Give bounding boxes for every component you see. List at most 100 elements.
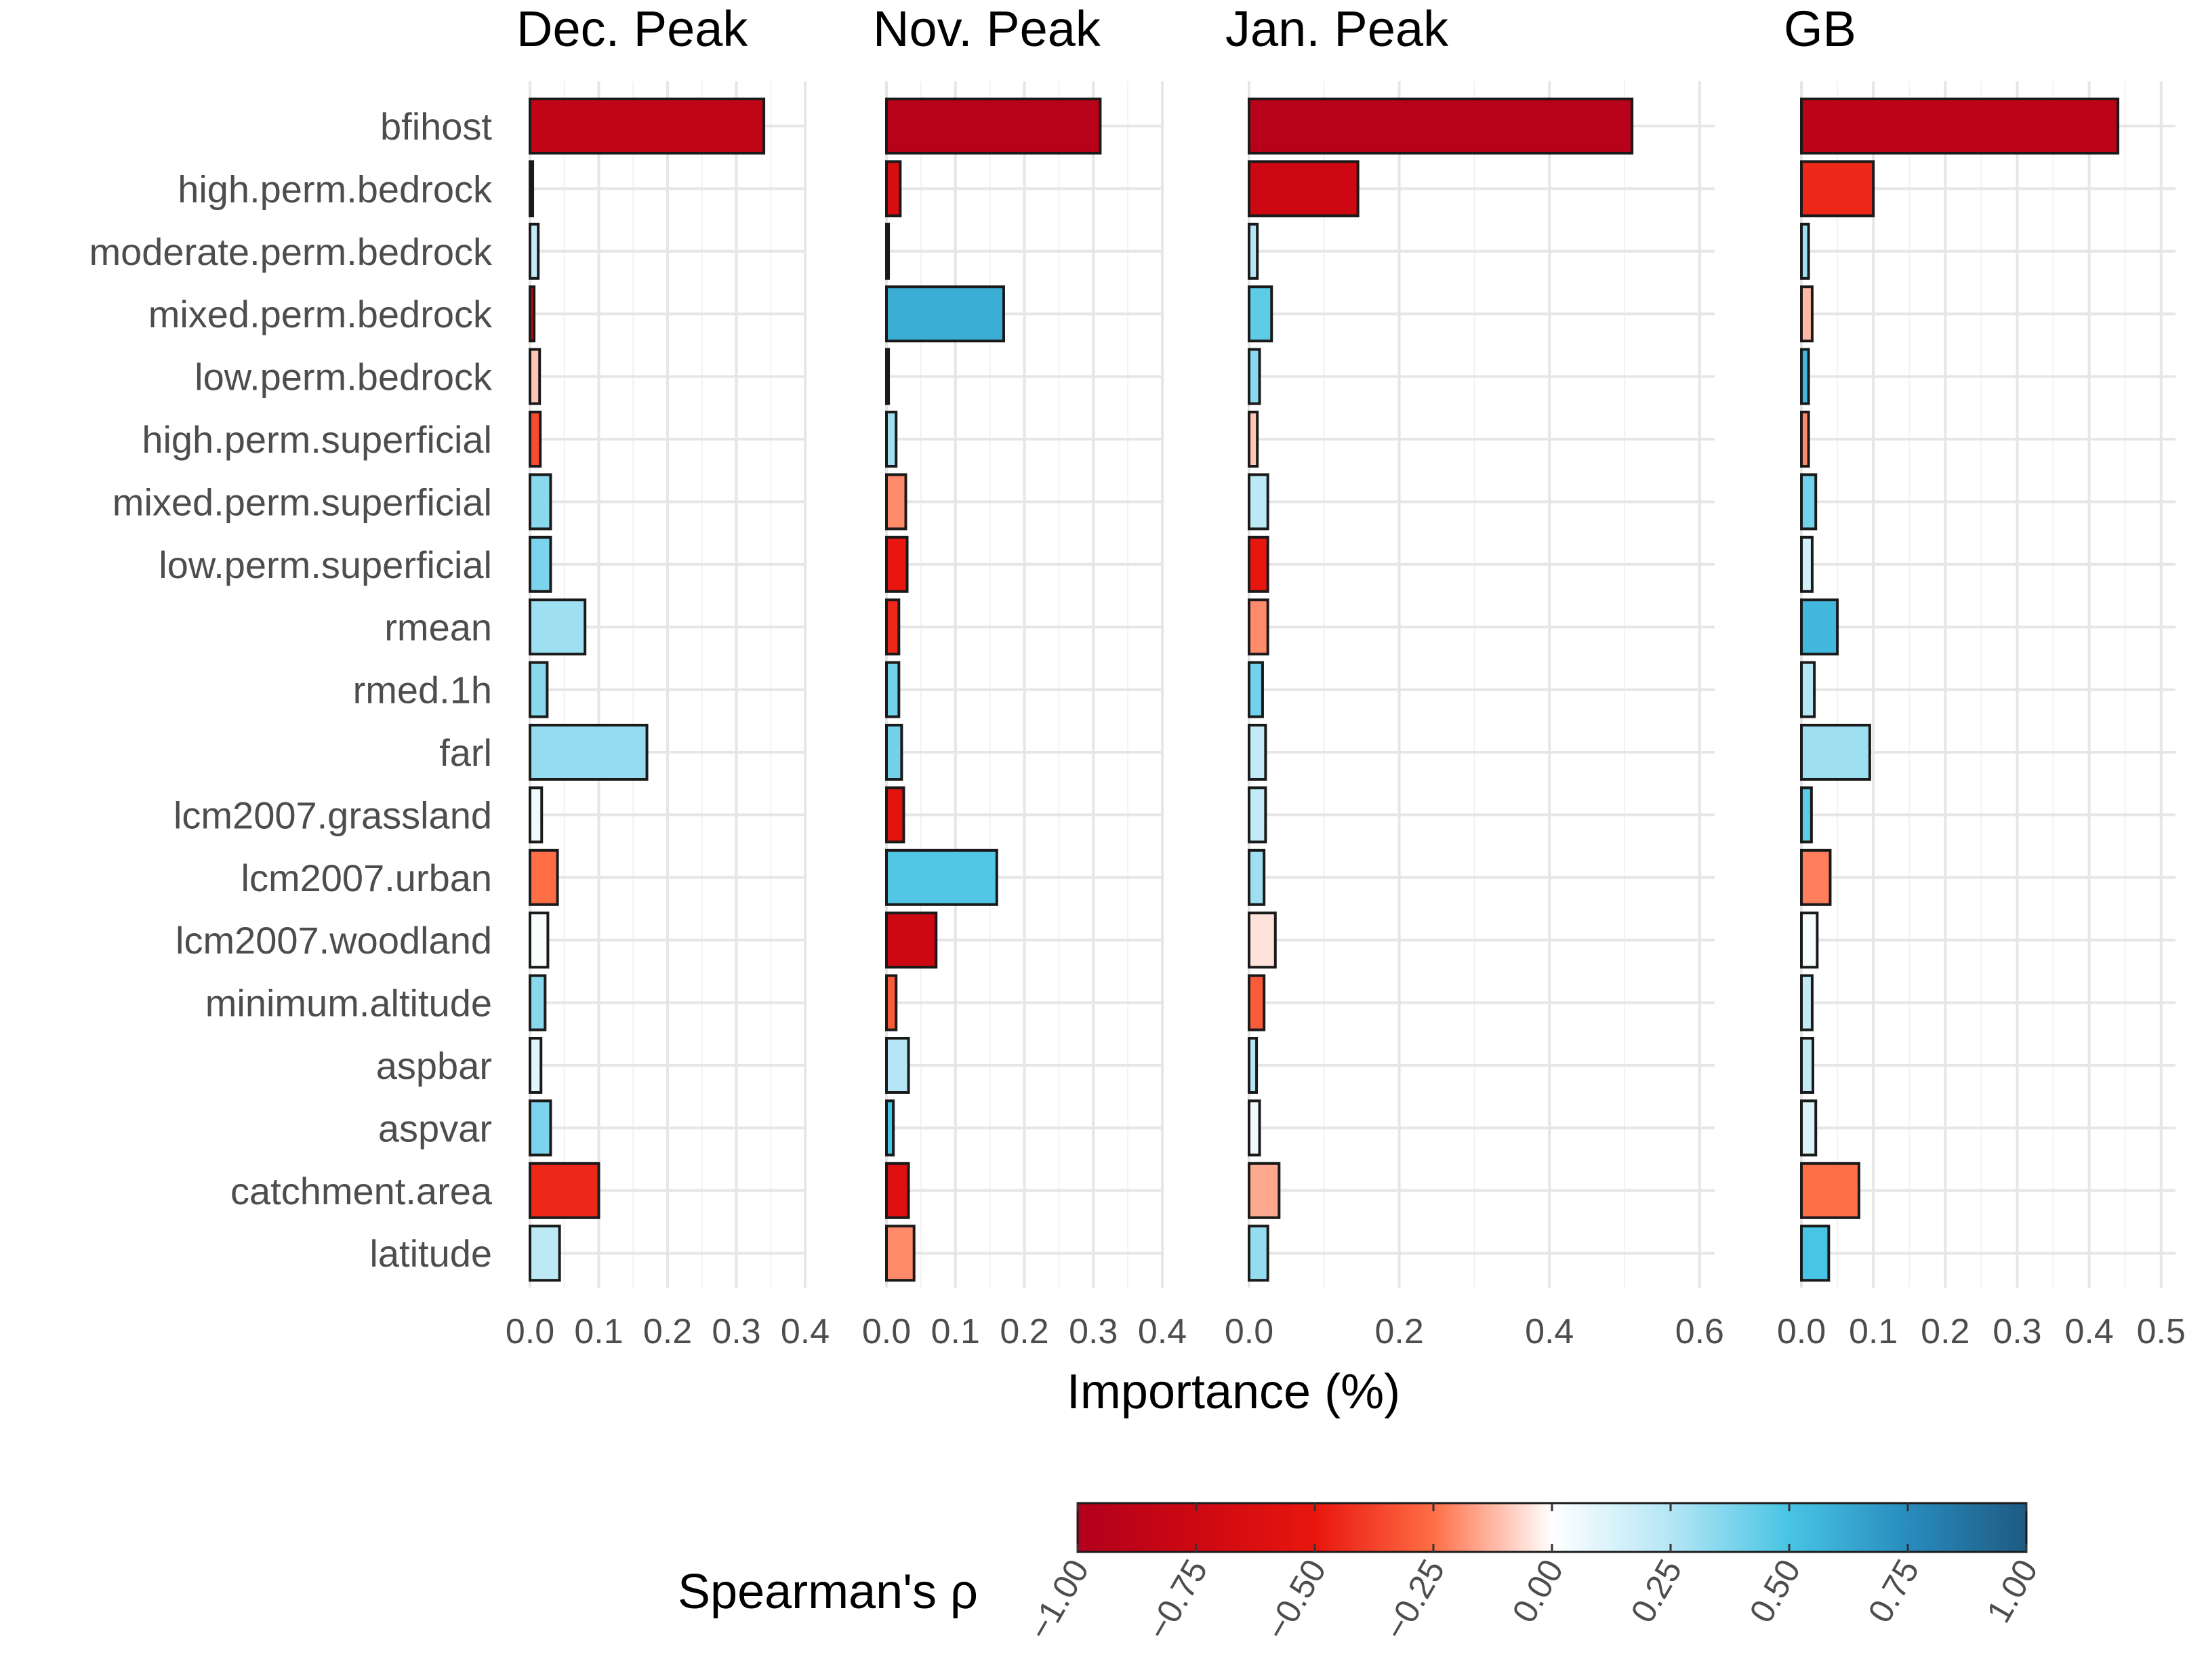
bar-nov-peak-lcm2007-woodland bbox=[885, 911, 938, 969]
bar-nov-peak-latitude bbox=[885, 1225, 916, 1282]
bar-nov-peak-low-perm-superficial bbox=[885, 535, 909, 593]
bar-dec-peak-mixed-perm-bedrock bbox=[529, 285, 536, 343]
bar-nov-peak-lcm2007-urban bbox=[885, 848, 998, 906]
x-tick-label: 0.0 bbox=[1225, 1312, 1273, 1351]
variable-label-rmed-1h: rmed.1h bbox=[353, 669, 492, 712]
variable-label-aspvar: aspvar bbox=[378, 1107, 492, 1149]
bar-nov-peak-rmean bbox=[885, 598, 901, 656]
bar-jan-peak-minimum-altitude bbox=[1248, 974, 1266, 1031]
variable-label-low-perm-bedrock: low.perm.bedrock bbox=[195, 356, 493, 398]
bar-nov-peak-aspvar bbox=[885, 1099, 895, 1157]
bar-nov-peak-moderate-perm-bedrock bbox=[885, 222, 891, 280]
facet-title: Dec. Peak bbox=[516, 1, 748, 57]
facet-title: Jan. Peak bbox=[1225, 1, 1449, 57]
bar-gb-aspbar bbox=[1800, 1037, 1814, 1094]
color-legend: Spearman's ρ −1.00 −0.75 −0.50 −0.25 0.00 0.2… bbox=[678, 1502, 2045, 1647]
bar-gb-mixed-perm-bedrock bbox=[1800, 285, 1814, 343]
bar-dec-peak-low-perm-bedrock bbox=[529, 348, 542, 405]
x-tick-label: 0.1 bbox=[1849, 1312, 1898, 1351]
legend-tick-label: −1.00 bbox=[1021, 1553, 1097, 1647]
facet-panels: 0.0 0.1 0.2 0.3 0.4 Dec. Peak 0.0 0.1 0.2 0.3 0.4 N… bbox=[506, 1, 2186, 1351]
bar-dec-peak-bfihost bbox=[529, 98, 766, 155]
bar-nov-peak-mixed-perm-superficial bbox=[885, 473, 907, 531]
bar-gb-latitude bbox=[1800, 1225, 1831, 1282]
bar-jan-peak-mixed-perm-bedrock bbox=[1248, 285, 1273, 343]
bar-nov-peak-minimum-altitude bbox=[885, 974, 898, 1031]
bar-jan-peak-lcm2007-woodland bbox=[1248, 911, 1277, 969]
x-tick-label: 0.4 bbox=[1138, 1312, 1187, 1351]
bar-gb-minimum-altitude bbox=[1800, 974, 1814, 1031]
bar-gb-aspvar bbox=[1800, 1099, 1818, 1157]
bar-gb-lcm2007-grassland bbox=[1800, 786, 1813, 844]
panel-nov-peak: 0.0 0.1 0.2 0.3 0.4 Nov. Peak bbox=[862, 1, 1187, 1351]
bar-jan-peak-mixed-perm-superficial bbox=[1248, 473, 1269, 531]
bar-jan-peak-low-perm-superficial bbox=[1248, 535, 1269, 593]
bar-gb-moderate-perm-bedrock bbox=[1800, 222, 1810, 280]
bar-nov-peak-mixed-perm-bedrock bbox=[885, 285, 1005, 343]
bar-dec-peak-mixed-perm-superficial bbox=[529, 473, 552, 531]
variable-label-bfihost: bfihost bbox=[380, 105, 492, 148]
legend-title: Spearman's ρ bbox=[678, 1565, 978, 1619]
x-tick-label: 0.4 bbox=[1525, 1312, 1574, 1351]
x-axis-title: Importance (%) bbox=[1067, 1365, 1400, 1419]
facet-title: GB bbox=[1784, 1, 1856, 57]
bar-nov-peak-rmed-1h bbox=[885, 661, 901, 718]
facet-title: Nov. Peak bbox=[873, 1, 1101, 57]
x-tick-label: 0.2 bbox=[643, 1312, 692, 1351]
x-tick-label: 0.2 bbox=[1921, 1312, 1969, 1351]
bar-jan-peak-rmed-1h bbox=[1248, 661, 1264, 718]
x-tick-label: 0.4 bbox=[781, 1312, 830, 1351]
bar-nov-peak-high-perm-superficial bbox=[885, 411, 898, 468]
bar-nov-peak-lcm2007-grassland bbox=[885, 786, 905, 844]
x-tick-label: 0.5 bbox=[2137, 1312, 2186, 1351]
variable-label-mixed-perm-bedrock: mixed.perm.bedrock bbox=[148, 293, 493, 335]
variable-label-aspbar: aspbar bbox=[376, 1044, 492, 1087]
bar-gb-rmed-1h bbox=[1800, 661, 1816, 718]
bar-jan-peak-low-perm-bedrock bbox=[1248, 348, 1261, 405]
variable-label-rmean: rmean bbox=[384, 606, 492, 649]
bar-jan-peak-aspbar bbox=[1248, 1037, 1259, 1094]
panel-jan-peak: 0.0 0.2 0.4 0.6 Jan. Peak bbox=[1225, 1, 1724, 1351]
x-tick-label: 0.3 bbox=[1069, 1312, 1118, 1351]
x-tick-label: 0.4 bbox=[2064, 1312, 2113, 1351]
bar-dec-peak-high-perm-bedrock bbox=[529, 160, 535, 218]
bar-gb-lcm2007-woodland bbox=[1800, 911, 1819, 969]
variable-label-high-perm-superficial: high.perm.superficial bbox=[142, 418, 492, 461]
variable-label-farl: farl bbox=[439, 731, 492, 774]
bar-gb-lcm2007-urban bbox=[1800, 848, 1832, 906]
bar-dec-peak-rmed-1h bbox=[529, 661, 549, 718]
variable-label-lcm2007-urban: lcm2007.urban bbox=[241, 857, 492, 899]
bar-gb-high-perm-bedrock bbox=[1800, 160, 1875, 218]
bar-dec-peak-aspvar bbox=[529, 1099, 552, 1157]
bar-gb-low-perm-bedrock bbox=[1800, 348, 1810, 405]
bar-dec-peak-lcm2007-woodland bbox=[529, 911, 550, 969]
bar-dec-peak-lcm2007-grassland bbox=[529, 786, 544, 844]
bar-dec-peak-low-perm-superficial bbox=[529, 535, 552, 593]
bar-dec-peak-moderate-perm-bedrock bbox=[529, 222, 540, 280]
bar-nov-peak-low-perm-bedrock bbox=[885, 348, 891, 405]
x-tick-label: 0.2 bbox=[1374, 1312, 1423, 1351]
legend-tick-label: −0.50 bbox=[1258, 1553, 1334, 1647]
bar-jan-peak-lcm2007-grassland bbox=[1248, 786, 1267, 844]
bar-dec-peak-lcm2007-urban bbox=[529, 848, 559, 906]
bar-jan-peak-rmean bbox=[1248, 598, 1269, 656]
variable-label-minimum-altitude: minimum.altitude bbox=[205, 982, 492, 1025]
bar-nov-peak-aspbar bbox=[885, 1037, 910, 1094]
bar-dec-peak-minimum-altitude bbox=[529, 974, 547, 1031]
x-tick-label: 0.3 bbox=[1993, 1312, 2041, 1351]
bar-jan-peak-latitude bbox=[1248, 1225, 1269, 1282]
legend-tick-label: −0.25 bbox=[1376, 1553, 1452, 1647]
bar-gb-high-perm-superficial bbox=[1800, 411, 1810, 468]
legend-tick-label: 0.50 bbox=[1742, 1553, 1807, 1629]
legend-tick-label: 0.25 bbox=[1623, 1553, 1689, 1629]
variable-labels: bfihost high.perm.bedrock moderate.perm.be… bbox=[89, 105, 493, 1275]
bar-gb-bfihost bbox=[1800, 98, 2120, 155]
x-tick-label: 0.3 bbox=[712, 1312, 760, 1351]
legend-tick-label: 1.00 bbox=[1979, 1553, 2045, 1629]
variable-label-lcm2007-grassland: lcm2007.grassland bbox=[173, 794, 492, 836]
x-tick-label: 0.0 bbox=[1777, 1312, 1826, 1351]
x-tick-label: 0.1 bbox=[574, 1312, 623, 1351]
variable-label-mixed-perm-superficial: mixed.perm.superficial bbox=[113, 480, 492, 523]
bar-nov-peak-catchment-area bbox=[885, 1162, 910, 1219]
